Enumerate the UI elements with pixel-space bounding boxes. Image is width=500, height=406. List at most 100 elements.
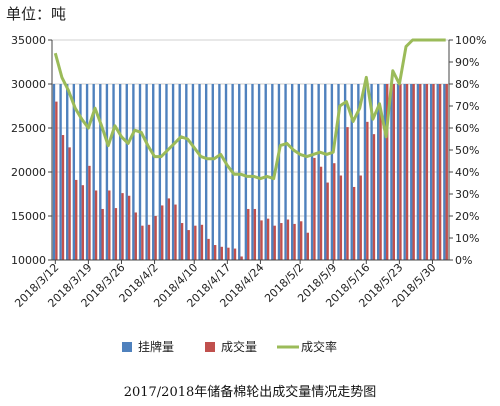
y-tick-label: 25000 — [11, 122, 46, 135]
bar-listed — [310, 84, 314, 260]
bar-listed — [171, 84, 175, 260]
bar-traded — [352, 186, 356, 260]
bar-traded — [326, 182, 329, 260]
bar-listed — [145, 84, 148, 260]
bar-traded — [194, 225, 197, 260]
bar-listed — [304, 84, 307, 260]
bar-traded — [180, 223, 184, 260]
bar-listed — [264, 84, 267, 260]
bar-listed — [330, 84, 334, 260]
bar-listed — [204, 84, 208, 260]
bar-traded — [240, 256, 243, 260]
bar-listed — [132, 84, 135, 260]
bar-listed — [416, 84, 420, 260]
bar-traded — [213, 245, 217, 260]
bar-traded — [445, 84, 448, 260]
bar-listed — [72, 84, 76, 260]
bar-listed — [244, 84, 248, 260]
bar-listed — [443, 84, 446, 260]
bar-listed — [436, 84, 439, 260]
bar-listed — [277, 84, 281, 260]
bar-listed — [66, 84, 69, 260]
bar-traded — [94, 190, 98, 260]
bar-listed — [423, 84, 426, 260]
bar-listed — [377, 84, 380, 260]
bar-traded — [127, 195, 131, 260]
bar-traded — [432, 84, 435, 260]
chart-caption: 2017/2018年储备棉轮出成交量情况走势图 — [123, 385, 377, 400]
y-axis-unit-label: 单位：吨 — [6, 5, 67, 23]
bar-traded — [61, 135, 65, 260]
bar-listed — [165, 84, 168, 260]
bar-listed — [211, 84, 214, 260]
y2-tick-label: 70% — [455, 100, 479, 113]
bar-traded — [187, 230, 190, 260]
bar-traded — [88, 165, 91, 260]
bar-listed — [92, 84, 95, 260]
bar-listed — [185, 84, 188, 260]
bar-listed — [343, 84, 347, 260]
bar-traded — [141, 225, 144, 260]
bar-listed — [251, 84, 254, 260]
y2-tick-label: 50% — [455, 144, 479, 157]
bar-traded — [167, 198, 171, 260]
bar-listed — [337, 84, 340, 260]
y2-tick-label: 90% — [455, 56, 479, 69]
legend-item-traded: 成交量 — [205, 339, 257, 354]
bar-traded — [359, 175, 362, 260]
bar-listed — [99, 84, 102, 260]
y2-tick-label: 40% — [455, 166, 479, 179]
bar-listed — [284, 84, 287, 260]
bar-traded — [75, 179, 78, 260]
bar-traded — [379, 110, 382, 261]
line-trade-rate — [53, 38, 446, 181]
y-tick-label: 20000 — [11, 166, 46, 179]
bar-listed — [271, 84, 274, 260]
y2-tick-label: 30% — [455, 188, 479, 201]
bar-listed — [105, 84, 109, 260]
bar-traded — [425, 84, 429, 260]
y-tick-label: 15000 — [11, 210, 46, 223]
bar-listed — [52, 84, 56, 260]
bar-traded — [101, 208, 104, 260]
bar-traded — [299, 221, 303, 260]
bar-listed — [290, 84, 294, 260]
bar-traded — [280, 223, 283, 260]
y2-tick-label: 20% — [455, 210, 479, 223]
bar-traded — [154, 216, 157, 260]
bar-traded — [108, 190, 111, 260]
bar-traded — [121, 193, 124, 260]
bar-traded — [161, 205, 164, 260]
bar-traded — [273, 225, 276, 260]
bar-traded — [266, 218, 270, 260]
bar-listed — [410, 84, 413, 260]
bar-listed — [317, 84, 320, 260]
y2-tick-label: 80% — [455, 78, 479, 91]
legend-item-listed: 挂牌量 — [122, 340, 174, 354]
legend-item-rate: 成交率 — [277, 339, 337, 354]
bar-traded — [412, 84, 415, 260]
bar-listed — [297, 84, 300, 260]
bar-listed — [350, 84, 353, 260]
bar-traded — [81, 185, 85, 260]
bar-listed — [324, 84, 327, 260]
bar-traded — [220, 246, 223, 260]
bar-listed — [429, 84, 433, 260]
bar-traded — [233, 248, 237, 260]
bar-listed — [198, 84, 201, 260]
bar-traded — [114, 208, 118, 260]
legend-label: 挂牌量 — [138, 340, 174, 354]
bar-traded — [386, 84, 389, 260]
bar-traded — [174, 204, 177, 260]
bar-listed — [403, 84, 406, 260]
bar-traded — [227, 247, 230, 260]
y-tick-label: 30000 — [11, 78, 46, 91]
bar-traded — [438, 84, 442, 260]
bar-listed — [238, 84, 241, 260]
bar-traded — [405, 84, 409, 260]
bar-traded — [372, 134, 376, 260]
bar-traded — [207, 238, 210, 260]
bar-listed — [85, 84, 89, 260]
bar-listed — [370, 84, 373, 260]
legend-label: 成交量 — [221, 339, 257, 354]
